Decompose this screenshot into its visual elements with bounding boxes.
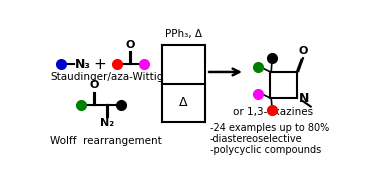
Text: O: O xyxy=(90,81,99,91)
Text: +: + xyxy=(94,57,106,72)
Text: or 1,3-oxazines: or 1,3-oxazines xyxy=(234,107,314,117)
Text: N₂: N₂ xyxy=(100,118,115,128)
Text: O: O xyxy=(126,40,135,50)
Text: -24 examples up to 80%: -24 examples up to 80% xyxy=(210,123,329,133)
Text: Wolff  rearrangement: Wolff rearrangement xyxy=(50,136,162,146)
Text: Staudinger/aza-Wittig: Staudinger/aza-Wittig xyxy=(50,72,164,82)
Text: N: N xyxy=(299,92,310,105)
Text: -polycyclic compounds: -polycyclic compounds xyxy=(210,145,321,155)
Text: O: O xyxy=(298,46,308,56)
Text: PPh₃, Δ: PPh₃, Δ xyxy=(165,29,202,39)
Text: -diastereoselective: -diastereoselective xyxy=(210,134,303,144)
Text: Δ: Δ xyxy=(179,96,187,109)
Text: N₃: N₃ xyxy=(74,58,90,71)
